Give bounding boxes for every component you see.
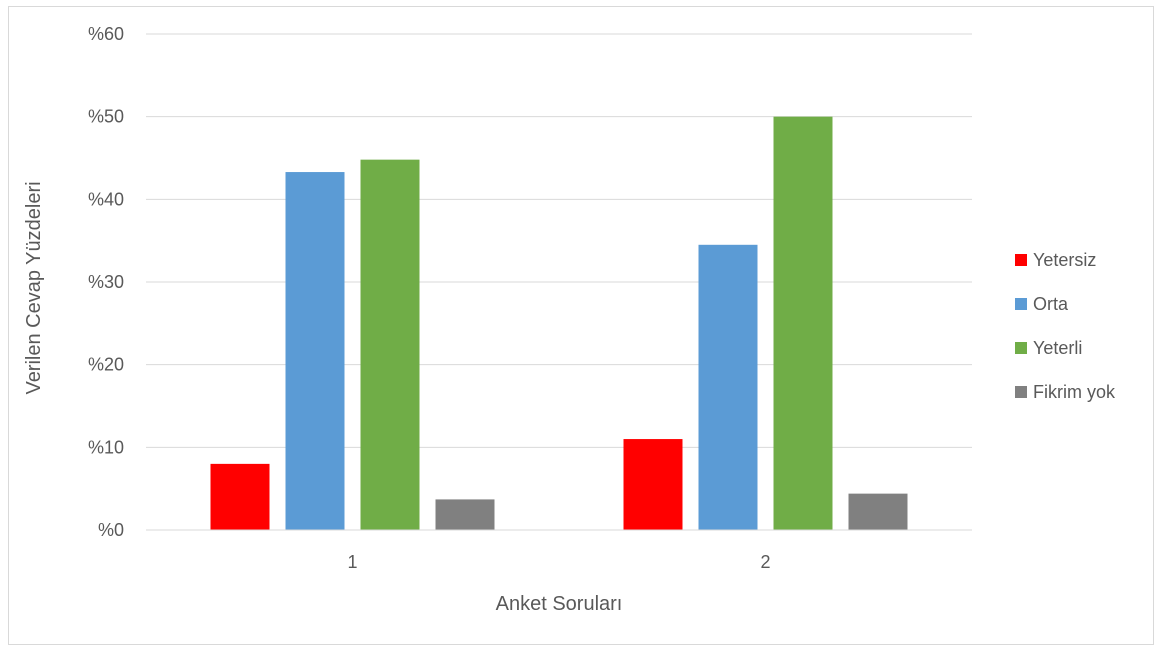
y-tick-label: %20 <box>88 355 124 375</box>
y-tick-label: %30 <box>88 272 124 292</box>
legend-swatch <box>1015 298 1027 310</box>
y-tick-label: %40 <box>88 189 124 209</box>
legend-label: Orta <box>1033 294 1069 314</box>
bar-yeterli-1 <box>360 159 420 531</box>
legend-label: Fikrim yok <box>1033 382 1116 402</box>
bar-fikrim-yok-2 <box>848 493 908 530</box>
bar-fikrim-yok-1 <box>435 499 495 530</box>
legend-swatch <box>1015 342 1027 354</box>
legend-label: Yeterli <box>1033 338 1082 358</box>
bar-yeterli-2 <box>773 116 833 531</box>
bar-orta-2 <box>698 244 758 531</box>
chart-frame <box>8 6 1154 645</box>
bar-yetersiz-2 <box>623 439 683 530</box>
bar-orta-1 <box>285 172 345 530</box>
legend-swatch <box>1015 254 1027 266</box>
y-tick-label: %50 <box>88 107 124 127</box>
legend-swatch <box>1015 386 1027 398</box>
x-axis-title: Anket Soruları <box>496 593 623 615</box>
x-tick-label: 2 <box>760 552 770 572</box>
legend: Yetersiz Orta Yeterli Fikrim yok <box>1015 250 1116 402</box>
gridlines <box>146 33 972 448</box>
legend-label: Yetersiz <box>1033 250 1096 270</box>
y-tick-label: %60 <box>88 24 124 44</box>
y-axis-title: Verilen Cevap Yüzdeleri <box>23 181 45 394</box>
x-tick-label: 1 <box>347 552 357 572</box>
y-tick-label: %10 <box>88 437 124 457</box>
bar-yetersiz-1 <box>210 463 270 530</box>
y-tick-labels: %0 %10 %20 %30 %40 %50 %60 <box>88 24 124 540</box>
y-tick-label: %0 <box>98 520 124 540</box>
bars <box>210 116 908 531</box>
